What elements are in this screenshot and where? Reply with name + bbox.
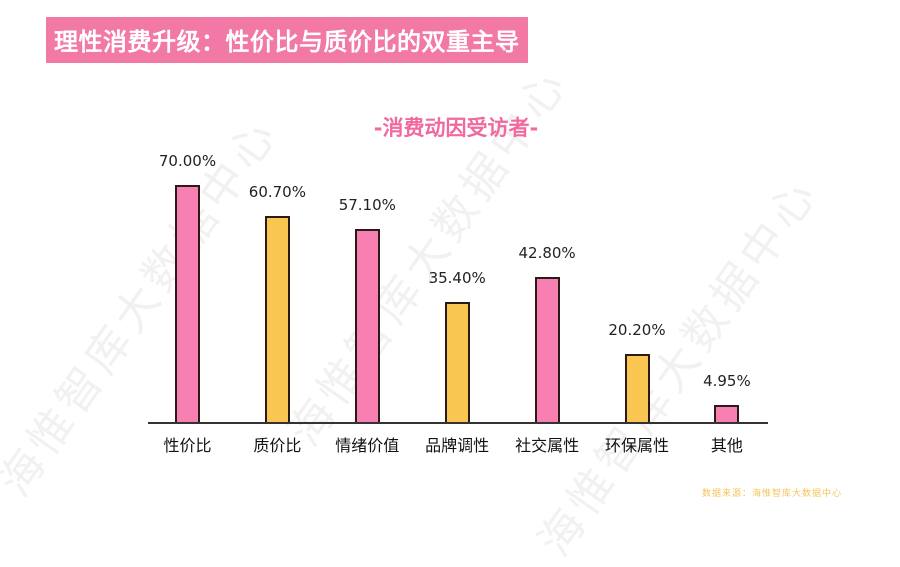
category-label: 品牌调性 (425, 436, 490, 455)
bar (624, 353, 650, 422)
bar-value-label: 42.80% (518, 244, 576, 263)
bar (534, 277, 560, 422)
bar (444, 302, 470, 422)
bar (264, 216, 290, 422)
bar-value-label: 4.95% (703, 372, 751, 391)
category-label: 其他 (710, 436, 743, 455)
category-label: 质价比 (253, 436, 302, 455)
bar (175, 185, 200, 422)
bar-value-label: 57.10% (338, 195, 396, 214)
bar-value-label: 70.00% (158, 152, 217, 170)
category-label: 环保属性 (604, 436, 669, 455)
bar-value-label: 60.70% (248, 183, 306, 202)
page-title: 理性消费升级：性价比与质价比的双重主导 (54, 28, 520, 56)
watermark-3: 海惟智库大数据中心 (529, 167, 829, 566)
x-axis-line (148, 422, 768, 424)
bar (714, 405, 740, 422)
category-label: 社交属性 (515, 436, 580, 455)
category-label: 情绪价值 (335, 436, 400, 455)
data-source: 数据来源：海惟智库大数据中心 (702, 489, 843, 499)
bar (354, 228, 380, 422)
title-banner (46, 17, 528, 63)
chart-title: -消费动因受访者- (373, 116, 539, 140)
bar-value-label: 35.40% (428, 269, 486, 288)
bar-value-label: 20.20% (608, 320, 666, 339)
category-label: 性价比 (163, 436, 212, 455)
